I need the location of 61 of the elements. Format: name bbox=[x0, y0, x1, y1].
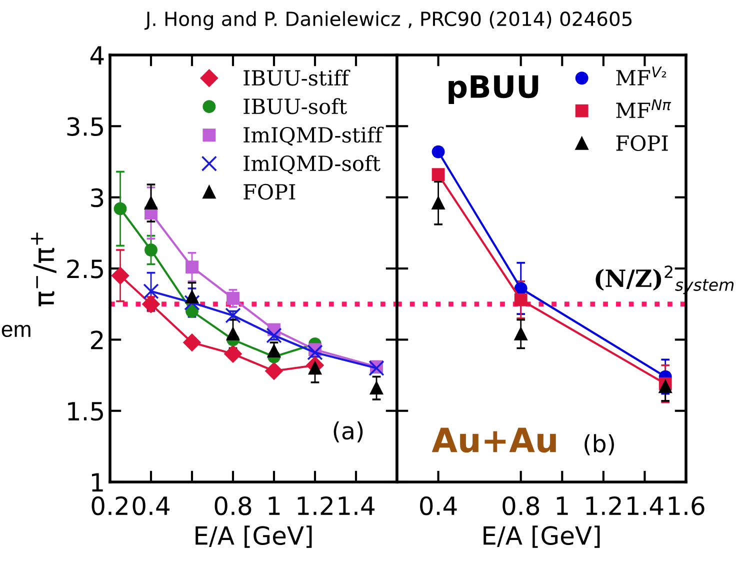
text: em bbox=[2, 324, 30, 338]
point bbox=[514, 293, 528, 306]
y-tick-label: 3.5 bbox=[67, 117, 103, 136]
x-tick-label: 1 bbox=[268, 496, 280, 515]
point bbox=[183, 334, 201, 352]
x-axis-title: E/A [GeV] bbox=[196, 526, 312, 548]
x-tick-label: 0.4 bbox=[132, 496, 170, 516]
point bbox=[226, 328, 240, 340]
legend-label: ImIQMD-stiff bbox=[244, 126, 384, 146]
point bbox=[186, 290, 198, 304]
y-tick-label: 4 bbox=[90, 46, 104, 64]
legend-label: FOPI bbox=[244, 184, 296, 200]
point bbox=[268, 344, 280, 358]
legend-label: FOPI bbox=[616, 135, 668, 152]
chart-title: J. Hong and P. Danielewicz , PRC90 (2014) 024605 bbox=[144, 11, 632, 30]
point bbox=[514, 328, 528, 340]
y-tick-label: 2.5 bbox=[67, 259, 103, 278]
point bbox=[307, 344, 323, 360]
point bbox=[370, 382, 383, 395]
point bbox=[224, 345, 242, 363]
y-tick-label: 3 bbox=[91, 188, 104, 208]
annotation: Au+Au bbox=[432, 428, 556, 453]
point bbox=[143, 283, 159, 300]
annotation: (b) bbox=[584, 434, 614, 456]
point bbox=[184, 294, 200, 311]
y-axis-title: π$^{−}$/π$^{+}$ bbox=[30, 232, 56, 306]
x-tick-label: 0.4 bbox=[420, 496, 457, 516]
point bbox=[432, 168, 445, 182]
point bbox=[144, 196, 158, 210]
legend-label: IBUU-stiff bbox=[244, 70, 350, 86]
x-tick-label: 1.4 bbox=[338, 496, 374, 515]
x-tick-label: 1.2 bbox=[586, 496, 621, 515]
y-tick-label: 2 bbox=[91, 330, 103, 350]
annotation: pBUU bbox=[448, 75, 538, 104]
x-tick-label: 1.4 bbox=[628, 496, 664, 515]
legend-label: MF$^{V₂}$ bbox=[616, 66, 666, 86]
x-tick-label: 0.8 bbox=[502, 496, 540, 516]
point bbox=[265, 362, 283, 380]
point bbox=[514, 282, 528, 295]
y-tick-label: 1.5 bbox=[68, 402, 103, 421]
annotation: (a) bbox=[334, 421, 363, 442]
point bbox=[432, 196, 445, 210]
x-tick-label: 0.8 bbox=[214, 496, 252, 516]
point bbox=[144, 244, 158, 256]
point bbox=[432, 145, 445, 158]
point bbox=[226, 292, 240, 305]
point bbox=[111, 266, 130, 284]
x-tick-label: 1 bbox=[556, 496, 568, 515]
legend-label: MF$^{Nπ}$ bbox=[616, 99, 672, 118]
x-axis-title: E/A [GeV] bbox=[484, 526, 600, 548]
legend-label: ImIQMD-soft bbox=[244, 155, 380, 174]
legend-label: IBUU-soft bbox=[244, 98, 347, 114]
x-tick-label: 1.2 bbox=[298, 496, 332, 515]
point bbox=[142, 295, 160, 313]
y-tick-label: 1 bbox=[92, 473, 103, 492]
x-tick-label: 1.6 bbox=[668, 496, 704, 516]
x-tick-label: 0.2 bbox=[92, 496, 128, 516]
point bbox=[114, 202, 127, 216]
point bbox=[658, 380, 672, 394]
point bbox=[186, 304, 198, 318]
point bbox=[186, 260, 198, 274]
